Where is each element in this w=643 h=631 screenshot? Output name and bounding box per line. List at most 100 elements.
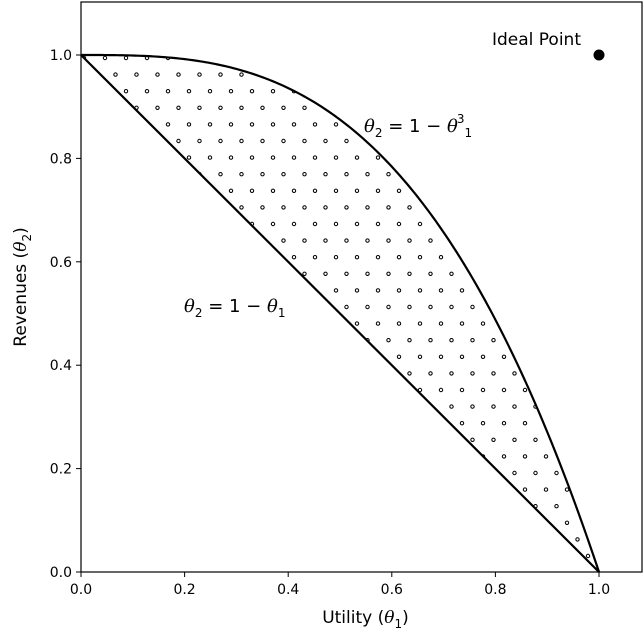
region-dot xyxy=(102,188,108,194)
region-dot xyxy=(407,138,412,144)
region-dot xyxy=(134,271,139,276)
region-dot xyxy=(501,255,507,260)
x-tick-label: 1.0 xyxy=(588,582,610,598)
region-dot xyxy=(81,387,87,393)
region-dot xyxy=(438,255,444,260)
region-dot xyxy=(312,321,318,326)
x-tick-label: 0.2 xyxy=(173,582,195,598)
region-dot xyxy=(585,221,591,227)
region-dot xyxy=(176,138,181,144)
region-dot xyxy=(344,138,349,144)
region-dot xyxy=(428,371,433,376)
region-dot xyxy=(354,155,360,160)
region-dot xyxy=(81,487,87,492)
region-dot xyxy=(92,371,97,376)
region-dot xyxy=(207,387,213,393)
region-dot xyxy=(449,371,454,376)
region-dot xyxy=(270,255,276,260)
region-dot xyxy=(375,487,381,492)
region-dot xyxy=(564,188,570,194)
region-dot xyxy=(92,437,97,442)
region-dot xyxy=(344,338,349,343)
region-dot xyxy=(207,155,213,160)
region-dot xyxy=(365,205,370,210)
region-dot xyxy=(491,205,496,210)
region-dot xyxy=(155,404,160,409)
region-dot xyxy=(92,271,97,276)
region-dot xyxy=(102,255,108,260)
region-dot xyxy=(470,304,475,310)
region-dot xyxy=(375,354,381,359)
region-dot xyxy=(218,404,223,409)
region-dot xyxy=(228,387,234,393)
region-dot xyxy=(543,221,549,227)
region-dot xyxy=(123,155,129,160)
region-dot xyxy=(375,454,381,459)
region-dot xyxy=(291,520,297,525)
region-dot xyxy=(281,470,286,476)
region-dot xyxy=(239,338,244,343)
region-dot xyxy=(459,387,465,393)
region-dot xyxy=(239,72,244,77)
region-dot xyxy=(491,338,496,343)
region-dot xyxy=(596,404,599,409)
region-dot xyxy=(428,238,433,243)
region-dot xyxy=(155,504,160,509)
region-dot xyxy=(302,72,307,77)
region-dot xyxy=(197,205,202,210)
region-dot xyxy=(218,238,223,243)
region-dot xyxy=(449,470,454,476)
region-dot xyxy=(533,238,538,243)
region-dot xyxy=(491,172,496,177)
region-dot xyxy=(480,288,486,293)
region-dot xyxy=(543,387,549,393)
region-dot xyxy=(218,537,223,542)
region-dot xyxy=(428,338,433,343)
region-dot xyxy=(596,304,599,310)
region-dot xyxy=(102,122,108,127)
region-dot xyxy=(165,421,171,426)
region-dot xyxy=(375,155,381,160)
region-dot xyxy=(480,255,486,260)
region-dot xyxy=(533,105,538,111)
region-dot xyxy=(564,321,570,326)
region-dot xyxy=(207,221,213,227)
region-dot xyxy=(92,72,97,77)
region-dot xyxy=(228,221,234,227)
region-dot xyxy=(449,404,454,409)
region-dot xyxy=(407,271,412,276)
region-dot xyxy=(312,155,318,160)
region-dot xyxy=(554,138,559,144)
region-dot xyxy=(428,304,433,310)
region-dot xyxy=(123,354,129,359)
region-dot xyxy=(302,304,307,310)
region-dot xyxy=(522,221,528,227)
region-dot xyxy=(564,387,570,393)
region-dot xyxy=(480,188,486,194)
region-dot xyxy=(564,221,570,227)
ideal-point-label: Ideal Point xyxy=(492,30,581,50)
region-dot xyxy=(470,105,475,111)
region-dot xyxy=(522,155,528,160)
region-dot xyxy=(81,520,87,525)
region-dot xyxy=(480,553,486,559)
region-dot xyxy=(354,255,360,260)
region-dot xyxy=(386,172,391,177)
region-dot xyxy=(333,55,339,61)
region-dot xyxy=(564,55,570,61)
region-dot xyxy=(155,371,160,376)
region-dot xyxy=(564,487,570,492)
region-dot xyxy=(354,454,360,459)
region-dot xyxy=(386,304,391,310)
region-dot xyxy=(92,138,97,144)
region-dot xyxy=(270,221,276,227)
region-dot xyxy=(323,138,328,144)
region-dot xyxy=(375,255,381,260)
region-dot xyxy=(344,105,349,111)
region-dot xyxy=(480,421,486,426)
region-dot xyxy=(354,487,360,492)
region-dot xyxy=(428,504,433,509)
region-dot xyxy=(333,520,339,525)
region-dot xyxy=(459,89,465,94)
region-dot xyxy=(575,537,580,542)
